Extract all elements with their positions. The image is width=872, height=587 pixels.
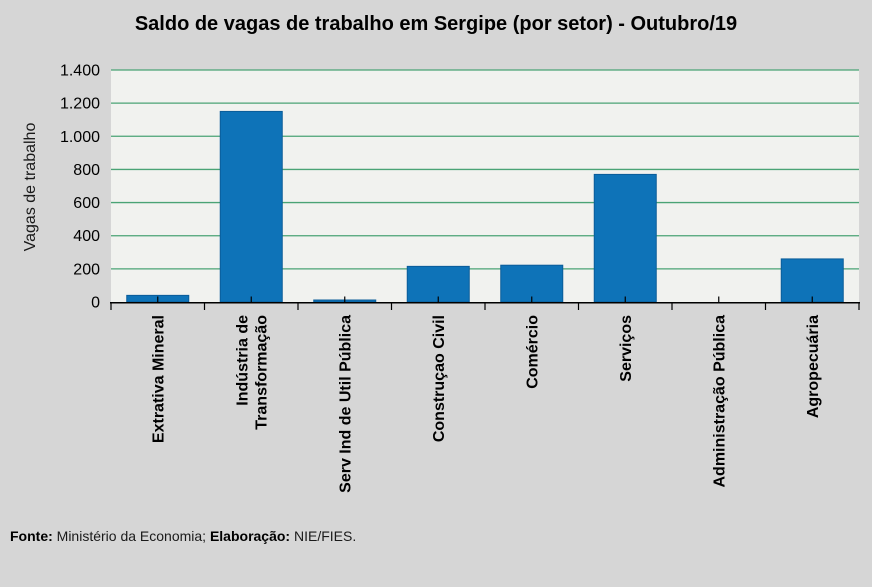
- x-tick-label: Serv Ind de Util Pública: [337, 315, 354, 493]
- chart-title: Saldo de vagas de trabalho em Sergipe (p…: [134, 13, 738, 35]
- y-tick-label: 1.400: [60, 63, 100, 80]
- x-tick-label: Agropecuária: [805, 315, 822, 418]
- y-tick-label: 600: [73, 195, 100, 212]
- x-tick-label: Transformação: [253, 315, 270, 430]
- y-tick-label: 400: [73, 228, 100, 245]
- x-tick-label: Administração Pública: [711, 315, 728, 488]
- x-tick-label: Indústria de: [234, 315, 251, 406]
- bar: [406, 265, 470, 303]
- bar: [219, 110, 283, 303]
- y-tick-label: 1.000: [60, 129, 100, 146]
- y-tick-label: 800: [73, 162, 100, 179]
- y-tick-label: 0: [91, 295, 100, 312]
- y-tick-label: 1.200: [60, 96, 100, 113]
- bar: [593, 173, 657, 303]
- x-tick-label: Comércio: [524, 315, 541, 389]
- bar: [780, 258, 844, 303]
- x-tick-label: Construçao Civil: [431, 315, 448, 442]
- source-note: Fonte: Ministério da Economia; Elaboraçã…: [10, 528, 356, 544]
- x-tick-label: Serviços: [618, 315, 635, 382]
- elaboration-text: NIE/FIES.: [290, 528, 357, 544]
- elaboration-label: Elaboração:: [209, 528, 291, 544]
- x-tick-label: Extrativa Mineral: [150, 315, 167, 443]
- source-label: Fonte:: [10, 528, 53, 544]
- y-tick-label: 200: [73, 261, 100, 278]
- bar: [500, 264, 564, 303]
- source-text: Ministério da Economia;: [52, 528, 210, 544]
